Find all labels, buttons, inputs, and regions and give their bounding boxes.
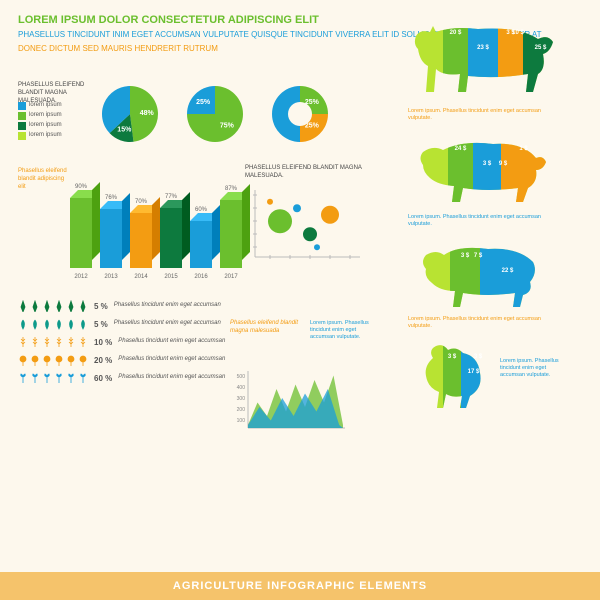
bar: 70% — [130, 213, 152, 268]
bubble-title: PHASELLUS ELEIFEND BLANDIT MAGNA MALESUA… — [245, 165, 375, 181]
svg-text:75%: 75% — [220, 123, 235, 130]
cow-text: Lorem ipsum. Phasellus tincidunt enim eg… — [408, 108, 558, 122]
svg-text:300: 300 — [237, 396, 246, 402]
svg-text:25%: 25% — [305, 123, 320, 130]
crop-row: 5 %Phasellus tincidunt enim eget accumsa… — [18, 318, 248, 330]
svg-text:23 $: 23 $ — [477, 45, 489, 51]
pie-legend: lorem ipsum lorem ipsum lorem ipsum lorem i… — [18, 102, 62, 142]
svg-text:7 $: 7 $ — [474, 253, 483, 259]
svg-text:100: 100 — [237, 418, 246, 424]
svg-text:9 $: 9 $ — [499, 161, 508, 167]
svg-text:15%: 15% — [117, 127, 132, 134]
pie-1: 48% 15% — [98, 82, 162, 146]
svg-text:400: 400 — [237, 385, 246, 391]
bar: 77% — [160, 208, 182, 268]
svg-text:3 $: 3 $ — [474, 354, 483, 360]
pie-3-donut: 25%25% — [268, 82, 332, 146]
svg-text:10 $: 10 $ — [512, 30, 524, 36]
svg-text:25%: 25% — [196, 99, 211, 106]
svg-text:24 $: 24 $ — [455, 146, 467, 152]
footer-text: AGRICULTURE INFOGRAPHIC ELEMENTS — [173, 580, 427, 592]
footer-bar: AGRICULTURE INFOGRAPHIC ELEMENTS — [0, 572, 600, 600]
bar: 60% — [190, 221, 212, 268]
crop-row: 20 %Phasellus tincidunt enim eget accums… — [18, 354, 248, 366]
chicken-diagram: 3 $ 17 $ 3 $ — [408, 338, 498, 413]
svg-text:22 $: 22 $ — [502, 268, 514, 274]
svg-text:200: 200 — [237, 407, 246, 413]
svg-text:1 $: 1 $ — [519, 146, 528, 152]
sheep-text: Lorem ipsum. Phasellus tincidunt enim eg… — [408, 316, 558, 330]
svg-text:20 $: 20 $ — [450, 30, 462, 36]
svg-text:3 $: 3 $ — [448, 354, 457, 360]
chicken-text: Lorem ipsum. Phasellus tincidunt enim eg… — [500, 358, 568, 379]
bar-chart-3d: Phasellus eleifend blandit adipiscing el… — [18, 168, 238, 288]
legend-item: lorem ipsum — [18, 102, 62, 110]
svg-text:25 $: 25 $ — [535, 45, 547, 51]
area-side-text: Lorem ipsum. Phasellus tincidunt enim eg… — [310, 320, 382, 341]
area-title: Phasellus eleifend blandit magna malesua… — [230, 320, 300, 336]
svg-text:3 $: 3 $ — [483, 161, 492, 167]
svg-text:3 $: 3 $ — [461, 253, 470, 259]
svg-text:500: 500 — [237, 374, 246, 380]
svg-text:17 $: 17 $ — [468, 369, 480, 375]
legend-item: lorem ipsum — [18, 112, 62, 120]
pie-section: PHASELLUS ELEIFEND BLANDIT MAGNA MALESUA… — [18, 82, 378, 105]
bar-title: Phasellus eleifend blandit adipiscing el… — [18, 168, 73, 191]
crop-row: 10 %Phasellus tincidunt enim eget accums… — [18, 336, 248, 348]
crop-row: 60 %Phasellus tincidunt enim eget accums… — [18, 372, 248, 384]
crop-row: 5 %Phasellus tincidunt enim eget accumsa… — [18, 300, 248, 312]
cow-diagram: 20 $23 $3 $25 $10 $ — [398, 14, 568, 104]
animals-column: 20 $ 23 $ 3 $ 25 $ 10 $ Lorem ipsum. Phasell… — [398, 14, 588, 413]
bubble-chart: PHASELLUS ELEIFEND BLANDIT MAGNA MALESUA… — [245, 165, 375, 267]
svg-text:48%: 48% — [140, 110, 155, 117]
bar: 90% — [70, 198, 92, 268]
bar: 76% — [100, 209, 122, 268]
sheep-diagram: 3 $ 22 $ 7 $ — [408, 237, 558, 312]
bar: 87% — [220, 200, 242, 268]
legend-item: lorem ipsum — [18, 122, 62, 130]
crops-list: 5 %Phasellus tincidunt enim eget accumsa… — [18, 300, 248, 390]
area-chart: Phasellus eleifend blandit magna malesua… — [230, 320, 390, 438]
pie-2: 75% 25% — [183, 82, 247, 146]
pig-diagram: 24 $ 3 $ 1 $ 9 $ — [408, 130, 558, 210]
pig-text: Lorem ipsum. Phasellus tincidunt enim eg… — [408, 214, 558, 228]
legend-item: lorem ipsum — [18, 132, 62, 140]
